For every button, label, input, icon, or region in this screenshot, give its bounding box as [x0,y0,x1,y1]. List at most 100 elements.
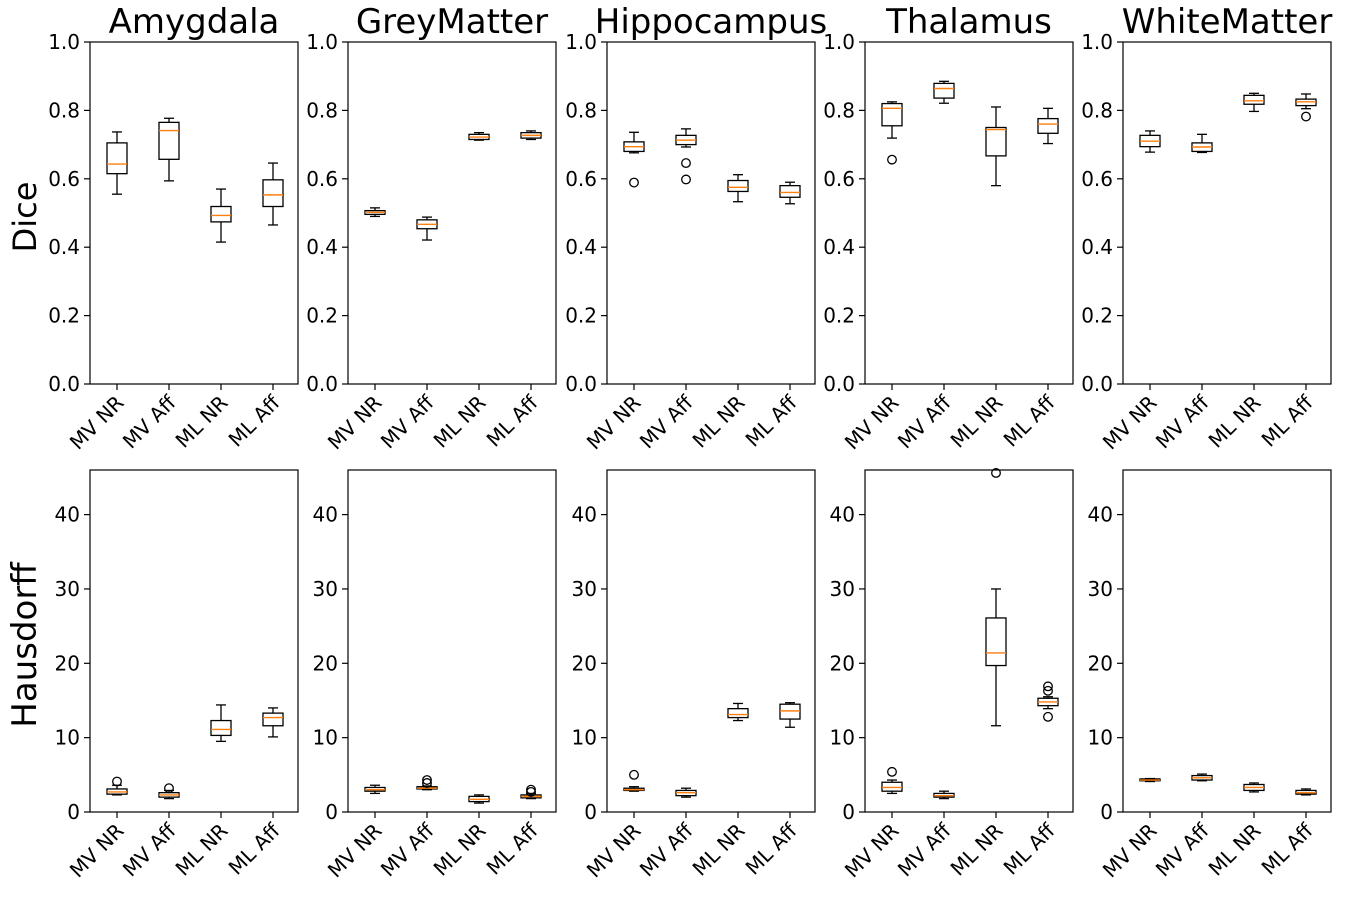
y-tick-label: 0.2 [823,304,855,328]
y-tick-label: 0.0 [1081,372,1113,396]
outlier-point [526,784,536,795]
box-mv-aff [158,117,180,182]
boxes [106,117,284,243]
x-tick-label: MV NR [840,390,904,454]
y-tick-label: 20 [55,651,80,675]
box-iqr [106,142,128,175]
y-tick-label: 0 [842,800,855,824]
box-iqr [727,708,749,719]
y-tick-label: 40 [313,503,338,527]
box-iqr [262,179,284,208]
x-tick-label: MV Aff [1151,390,1215,454]
boxes [364,775,542,804]
box-mv-aff [158,783,180,800]
x-tick-label: ML Aff [741,818,803,880]
boxes [623,702,801,798]
y-tick-label: 0.6 [1081,167,1113,191]
x-tick-label: MV Aff [635,390,699,454]
outlier-point [422,778,432,788]
box-mv-nr [106,776,128,796]
box-ml-aff [262,707,284,738]
y-tick-label: 0.4 [823,235,855,259]
axes-frame [1122,41,1332,385]
y-tick-label: 0.8 [1081,98,1113,122]
y-tick-label: 20 [830,651,855,675]
outlier-point [1043,685,1053,696]
x-tick-label: ML Aff [1257,390,1319,452]
box-ml-nr [1243,92,1265,113]
box-iqr [933,82,955,99]
x-tick-label: ML NR [946,819,1008,881]
box-ml-nr [468,131,490,141]
x-tick-label: MV Aff [893,818,957,882]
outlier-point [629,177,639,188]
box-mv-aff [1191,133,1213,154]
y-tick-label: 20 [572,651,597,675]
x-tick-label: MV NR [323,818,387,882]
boxes [623,128,801,205]
y-tick-label: 10 [1088,726,1113,750]
x-tick-label: ML Aff [482,390,544,452]
y-tick-label: 0.0 [306,372,338,396]
box-mv-nr [623,131,645,188]
x-tick-label: MV Aff [635,818,699,882]
y-tick-label: 30 [313,577,338,601]
box-mv-aff [1191,773,1213,782]
box-ml-nr [210,704,232,743]
x-tick-label: MV Aff [893,390,957,454]
boxes [364,130,542,241]
y-tick-label: 0 [584,800,597,824]
y-tick-label: 0.2 [1081,304,1113,328]
y-tick-label: 0.8 [565,98,597,122]
boxes [1139,773,1317,796]
x-tick-label: ML NR [429,819,491,881]
box-ml-nr [727,174,749,203]
box-mv-nr [881,766,903,795]
box-ml-aff [1037,107,1059,145]
box-ml-aff [779,181,801,205]
panel-title: Hippocampus [595,2,827,42]
box-iqr [881,781,903,792]
box-ml-nr [727,702,749,722]
row-label-dice: Dice [6,182,44,253]
box-mv-aff [933,790,955,800]
y-tick-label: 40 [572,503,597,527]
x-tick-label: MV Aff [1151,818,1215,882]
box-iqr [985,617,1007,667]
box-iqr [881,102,903,127]
panel-title: GreyMatter [356,2,548,42]
box-ml-aff [520,130,542,141]
outlier-point [1043,681,1053,692]
y-tick-label: 20 [313,651,338,675]
axes-frame [1122,469,1332,813]
axes-frame [606,469,816,813]
panel-title: Thalamus [885,2,1052,42]
x-tick-label: ML NR [429,391,491,453]
y-tick-label: 30 [830,577,855,601]
x-tick-label: ML NR [946,391,1008,453]
y-tick-label: 0.2 [565,304,597,328]
x-tick-label: MV Aff [118,818,182,882]
box-ml-nr [468,794,490,804]
y-tick-label: 0.8 [823,98,855,122]
outlier-point [681,174,691,185]
x-tick-label: ML Aff [224,390,286,452]
x-tick-label: MV NR [840,818,904,882]
x-tick-label: ML Aff [999,390,1061,452]
box-mv-aff [933,80,955,104]
axes-frame [347,469,557,813]
x-tick-label: ML NR [688,819,750,881]
x-tick-label: ML NR [1204,819,1266,881]
y-tick-label: 0.2 [48,304,80,328]
x-tick-label: MV NR [1098,818,1162,882]
boxes [1139,92,1317,154]
axes-frame [89,41,299,385]
